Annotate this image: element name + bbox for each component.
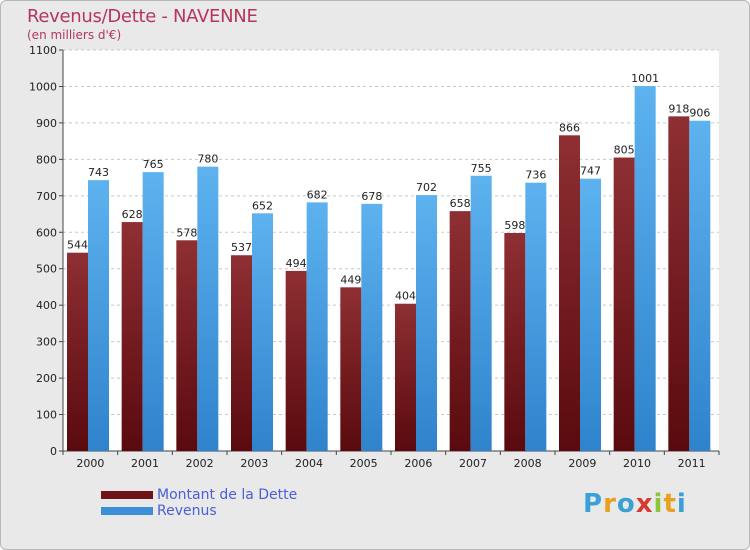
data-label: 658 bbox=[450, 197, 471, 210]
bar-dette bbox=[121, 222, 143, 451]
y-tick-label: 300 bbox=[36, 336, 57, 349]
bar-revenus bbox=[525, 182, 547, 451]
data-labels: 544 743 628 765 578 780 537 652 494 682 449 678 404 7… bbox=[67, 72, 710, 303]
bar-revenus bbox=[306, 202, 328, 451]
data-label: 1001 bbox=[631, 72, 659, 85]
data-label: 906 bbox=[689, 107, 710, 120]
bar-dette bbox=[559, 135, 580, 451]
bar-dette bbox=[668, 116, 690, 451]
data-label: 494 bbox=[286, 257, 307, 270]
data-label: 747 bbox=[580, 165, 601, 178]
y-tick-label: 1000 bbox=[29, 80, 57, 93]
data-label: 736 bbox=[525, 169, 546, 182]
x-tick-label: 2010 bbox=[623, 457, 651, 470]
x-tick-label: 2009 bbox=[568, 457, 596, 470]
chart-title: Revenus/Dette - NAVENNE bbox=[27, 6, 258, 27]
x-tick-label: 2000 bbox=[76, 457, 104, 470]
y-tick-label: 800 bbox=[36, 153, 57, 166]
x-tick-label: 2011 bbox=[678, 457, 706, 470]
x-tick-label: 2003 bbox=[240, 457, 268, 470]
y-tick-label: 1100 bbox=[29, 44, 57, 57]
x-axis-ticks: 2000 2001 2002 2003 2004 2005 2006 2007 2008 2009… bbox=[62, 451, 720, 470]
data-label: 682 bbox=[307, 188, 328, 201]
data-label: 678 bbox=[361, 190, 382, 203]
data-label: 628 bbox=[122, 208, 143, 221]
legend-swatch-revenus bbox=[101, 507, 153, 515]
bar-revenus bbox=[580, 178, 601, 451]
x-tick-label: 2002 bbox=[186, 457, 214, 470]
bar-revenus bbox=[689, 120, 711, 452]
bar-dette bbox=[231, 255, 252, 451]
data-label: 544 bbox=[67, 239, 88, 252]
x-tick-label: 2006 bbox=[404, 457, 432, 470]
data-label: 449 bbox=[340, 273, 361, 286]
y-tick-label: 900 bbox=[36, 117, 57, 130]
legend-item-revenus: Revenus bbox=[101, 503, 297, 519]
x-tick-label: 2008 bbox=[514, 457, 542, 470]
data-label: 743 bbox=[88, 166, 109, 179]
data-label: 537 bbox=[231, 241, 252, 254]
x-tick-label: 2004 bbox=[295, 457, 323, 470]
bar-revenus bbox=[197, 166, 219, 451]
bar-revenus bbox=[416, 195, 437, 451]
bars bbox=[67, 86, 711, 452]
plot-background bbox=[63, 50, 719, 451]
y-tick-label: 200 bbox=[36, 372, 57, 385]
data-label: 702 bbox=[416, 181, 437, 194]
y-tick-label: 600 bbox=[36, 226, 57, 239]
chart-subtitle: (en milliers d'€) bbox=[27, 28, 122, 42]
bar-revenus bbox=[634, 86, 656, 451]
data-label: 404 bbox=[395, 290, 416, 303]
y-tick-label: 500 bbox=[36, 263, 57, 276]
bar-dette bbox=[285, 270, 307, 451]
x-tick-label: 2005 bbox=[350, 457, 378, 470]
bar-dette bbox=[613, 157, 635, 452]
x-tick-label: 2007 bbox=[459, 457, 487, 470]
data-label: 578 bbox=[176, 226, 197, 239]
bar-revenus bbox=[361, 203, 383, 451]
plot-area bbox=[63, 50, 719, 451]
bar-revenus bbox=[142, 172, 164, 451]
legend-label-dette: Montant de la Dette bbox=[157, 487, 298, 503]
data-label: 866 bbox=[559, 121, 580, 134]
bar-revenus bbox=[252, 213, 273, 451]
bar-dette bbox=[67, 252, 88, 451]
bar-dette bbox=[449, 211, 471, 451]
data-label: 780 bbox=[197, 153, 218, 166]
bar-revenus bbox=[470, 175, 492, 451]
bar-dette bbox=[340, 287, 362, 451]
bar-dette bbox=[176, 240, 198, 451]
grid-lines bbox=[63, 49, 719, 452]
legend-label-revenus: Revenus bbox=[157, 503, 217, 519]
bar-revenus bbox=[88, 180, 109, 451]
y-tick-label: 700 bbox=[36, 190, 57, 203]
data-label: 755 bbox=[471, 162, 492, 175]
legend: Montant de la Dette Revenus bbox=[101, 487, 297, 519]
bar-dette bbox=[504, 233, 526, 451]
y-tick-label: 0 bbox=[50, 445, 57, 458]
bar-dette bbox=[395, 303, 416, 451]
legend-swatch-dette bbox=[101, 491, 153, 499]
x-tick-label: 2001 bbox=[131, 457, 159, 470]
data-label: 805 bbox=[614, 144, 635, 157]
data-label: 765 bbox=[143, 158, 164, 171]
y-tick-label: 400 bbox=[36, 299, 57, 312]
proxiti-logo: Proxiti bbox=[583, 489, 687, 519]
data-label: 598 bbox=[504, 219, 525, 232]
y-tick-label: 100 bbox=[36, 409, 57, 422]
data-label: 652 bbox=[252, 199, 273, 212]
legend-item-dette: Montant de la Dette bbox=[101, 487, 297, 503]
data-label: 918 bbox=[668, 102, 689, 115]
